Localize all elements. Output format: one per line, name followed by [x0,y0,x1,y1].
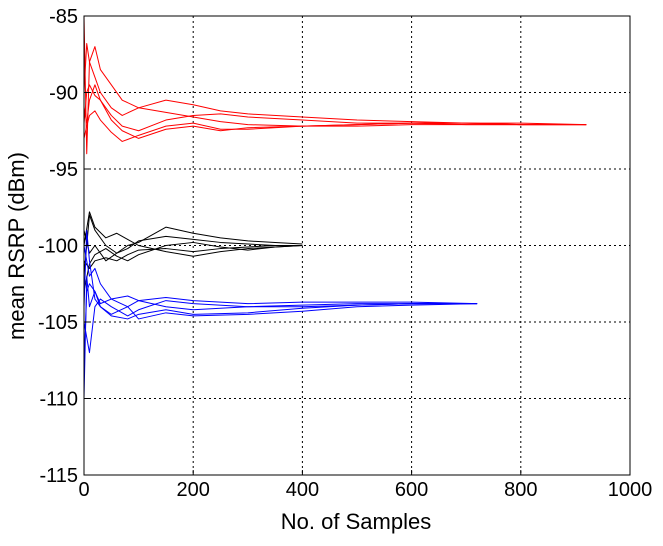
series-line-15 [83,283,478,368]
grid-lines [84,16,630,475]
series-line-13 [83,298,478,354]
x-tick-label: 200 [177,479,210,501]
y-tick-label: -85 [49,6,78,28]
y-tick-label: -105 [38,312,78,334]
x-tick-label: 400 [286,479,319,501]
series-line-5 [83,84,587,132]
x-tick-labels: 0 200 400 600 800 1000 [78,479,652,501]
y-tick-label: -100 [38,236,78,258]
series-line-1 [83,15,587,155]
series-line-14 [83,245,478,320]
x-tick-label: 1000 [608,479,653,501]
series-layer [83,15,587,399]
x-tick-label: 600 [395,479,428,501]
series-line-6 [83,214,303,277]
series-line-9 [83,211,303,257]
y-axis-label: mean RSRP (dBm) [4,152,29,340]
y-tick-label: -115 [39,465,78,487]
x-axis-label: No. of Samples [281,509,431,534]
y-tick-label: -90 [49,83,78,105]
series-line-3 [83,84,587,139]
tick-marks [83,15,631,476]
x-tick-label: 800 [504,479,537,501]
x-tick-label: 0 [78,479,89,501]
y-tick-label: -110 [39,389,78,411]
series-line-7 [83,226,303,262]
series-line-8 [83,245,303,269]
y-tick-labels: -85 -90 -95 -100 -105 -110 -115 [38,6,78,487]
y-tick-label: -95 [49,159,78,181]
series-line-11 [83,275,478,399]
series-line-2 [83,43,587,127]
series-line-10 [83,241,303,292]
